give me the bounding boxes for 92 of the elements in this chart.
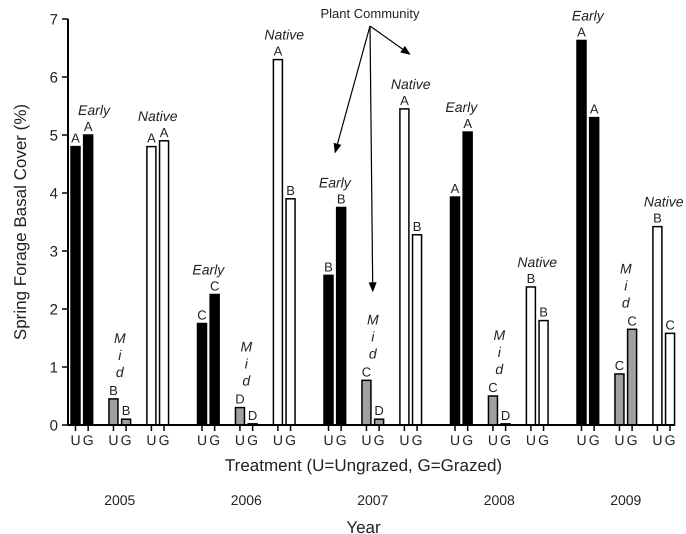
x-tick-label: U bbox=[399, 432, 410, 448]
x-tick-label: U bbox=[361, 432, 372, 448]
data-label: A bbox=[71, 130, 80, 146]
data-label: A bbox=[463, 116, 472, 132]
data-label: A bbox=[590, 102, 599, 117]
data-label: B bbox=[122, 403, 130, 418]
x-tick-label: U bbox=[108, 432, 119, 448]
x-tick-label: U bbox=[576, 432, 587, 448]
text: 2006 bbox=[230, 492, 262, 508]
x-tick-label: G bbox=[336, 432, 347, 448]
data-label: D bbox=[500, 408, 510, 423]
series-label: Native bbox=[390, 76, 431, 92]
x-tick-label: G bbox=[158, 432, 170, 448]
annotation: Plant Community bbox=[320, 6, 420, 21]
data-label: A bbox=[84, 119, 93, 134]
x-tick-label: U bbox=[323, 432, 334, 448]
data-label: C bbox=[627, 313, 637, 328]
text: 2009 bbox=[610, 492, 642, 508]
y-tick-label: 0 bbox=[50, 417, 58, 434]
x-tick-label: G bbox=[462, 432, 474, 448]
data-label: C bbox=[614, 358, 624, 373]
text: 2008 bbox=[484, 492, 516, 508]
data-label: C bbox=[362, 364, 372, 380]
text: Native bbox=[264, 26, 304, 43]
x-tick-label: G bbox=[209, 432, 220, 448]
x-tick-label: U bbox=[652, 432, 662, 448]
data-label: C bbox=[210, 278, 220, 294]
text: Mid bbox=[366, 311, 379, 362]
x-axis-title: Treatment (U=Ungrazed, G=Grazed) bbox=[224, 456, 502, 475]
text: Mid bbox=[620, 260, 632, 310]
x-tick-label: U bbox=[272, 432, 283, 448]
text: Native bbox=[644, 194, 684, 210]
x-tick-label: U bbox=[70, 432, 81, 448]
x-tick-label: G bbox=[626, 432, 638, 448]
y-axis-title: Spring Forage Basal Cover (%) bbox=[11, 104, 30, 340]
x-tick-label: U bbox=[234, 432, 246, 448]
data-label: B bbox=[324, 259, 333, 274]
y-tick-label: 2 bbox=[50, 301, 58, 318]
x-tick-label: G bbox=[500, 432, 512, 448]
text: Early bbox=[192, 262, 224, 278]
data-label: A bbox=[577, 24, 586, 40]
text: Early bbox=[318, 174, 351, 190]
y-tick-label: 3 bbox=[50, 243, 58, 260]
y-tick-label: 6 bbox=[50, 69, 58, 86]
x-tick-label: U bbox=[450, 432, 460, 448]
data-label: B bbox=[412, 218, 422, 234]
data-label: C bbox=[197, 308, 207, 322]
y-tick-label: 5 bbox=[50, 127, 58, 144]
data-label: D bbox=[235, 392, 245, 407]
x-tick-label: G bbox=[588, 432, 600, 448]
data-label: B bbox=[653, 210, 662, 226]
x-tick-label: U bbox=[526, 432, 536, 448]
series-label: Mid bbox=[114, 330, 126, 380]
text: 2005 bbox=[104, 492, 136, 508]
x-tick-label: G bbox=[664, 432, 676, 448]
data-label: A bbox=[147, 130, 156, 146]
data-label: B bbox=[526, 270, 536, 286]
x-tick-label: U bbox=[196, 432, 208, 448]
data-label: B bbox=[109, 382, 118, 398]
x-tick-label: G bbox=[82, 432, 94, 448]
y-tick-label: 1 bbox=[50, 359, 58, 376]
x-tick-label: G bbox=[120, 432, 132, 448]
text: Early bbox=[78, 102, 110, 118]
data-label: A bbox=[160, 124, 169, 140]
x-tick-label: G bbox=[285, 432, 296, 448]
text: Early bbox=[445, 99, 478, 116]
data-label: D bbox=[248, 408, 258, 423]
data-label: B bbox=[286, 182, 295, 198]
text: Mid bbox=[493, 327, 506, 377]
data-label: A bbox=[400, 92, 410, 108]
text: Native bbox=[138, 108, 178, 124]
x-tick-label: U bbox=[488, 432, 498, 448]
data-label: B bbox=[539, 304, 548, 320]
x-tick-label: G bbox=[538, 432, 549, 448]
y-tick-label: 7 bbox=[50, 11, 58, 28]
text: 2007 bbox=[357, 492, 389, 508]
x-tick-label: U bbox=[614, 432, 625, 448]
data-label: A bbox=[274, 44, 283, 59]
x-tick-label: U bbox=[146, 432, 156, 448]
data-label: A bbox=[450, 181, 460, 196]
y-tick-label: 4 bbox=[50, 185, 58, 202]
text: Native bbox=[517, 254, 558, 270]
data-label: D bbox=[374, 403, 384, 418]
text: Year bbox=[346, 518, 382, 534]
data-label: B bbox=[336, 192, 346, 206]
text: Mid bbox=[240, 338, 252, 389]
x-tick-label: G bbox=[247, 432, 258, 448]
x-tick-label: G bbox=[374, 432, 385, 448]
series-label: Early bbox=[572, 7, 605, 24]
x-tick-label: G bbox=[412, 432, 422, 448]
data-label: C bbox=[488, 380, 498, 395]
data-label: C bbox=[665, 317, 675, 332]
